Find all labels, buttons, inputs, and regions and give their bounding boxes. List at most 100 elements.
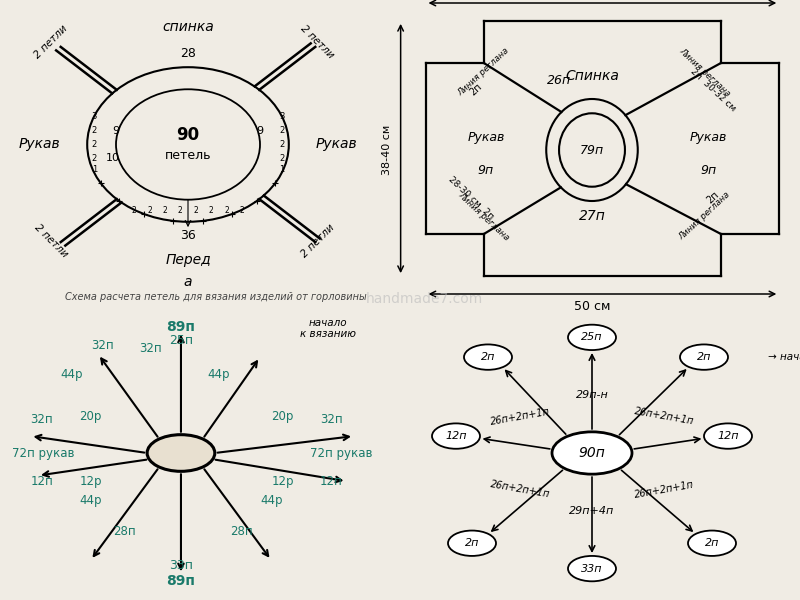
Text: 9п: 9п [478, 164, 494, 178]
Text: 12п: 12п [30, 475, 54, 488]
Text: 9: 9 [113, 125, 120, 136]
Text: а: а [184, 275, 192, 289]
Text: 29п-н: 29п-н [576, 390, 608, 400]
Text: 2 петли: 2 петли [33, 223, 70, 260]
Text: 12п: 12п [718, 431, 738, 441]
Text: 2: 2 [209, 206, 214, 215]
Ellipse shape [432, 424, 480, 449]
Text: 20р: 20р [271, 410, 294, 423]
Text: 12р: 12р [79, 475, 102, 488]
Text: 2 петли: 2 петли [33, 24, 70, 61]
Text: 89п: 89п [166, 574, 195, 589]
Text: 32п: 32п [90, 340, 114, 352]
Text: Линия реглана: Линия реглана [677, 46, 732, 98]
Text: 44р: 44р [79, 494, 102, 508]
Text: 2: 2 [240, 206, 244, 215]
Text: 2: 2 [132, 206, 136, 215]
Ellipse shape [568, 556, 616, 581]
Text: 2: 2 [92, 140, 97, 149]
Text: 20р: 20р [79, 410, 102, 423]
Text: 44р: 44р [61, 368, 83, 380]
Text: 79п: 79п [580, 143, 604, 157]
Ellipse shape [147, 434, 214, 472]
Text: 2: 2 [279, 126, 284, 135]
Ellipse shape [448, 530, 496, 556]
Text: 89п: 89п [166, 320, 195, 334]
Text: 2п: 2п [705, 538, 719, 548]
Text: Рукав: Рукав [18, 137, 61, 151]
Text: Перед: Перед [165, 253, 211, 268]
Text: Схема расчета петель для вязания изделий от горловины: Схема расчета петель для вязания изделий… [65, 292, 367, 302]
Text: 36: 36 [180, 229, 196, 242]
Text: 9п: 9п [701, 164, 717, 178]
Text: петель: петель [165, 149, 211, 162]
Text: Линия реглана: Линия реглана [677, 190, 732, 242]
Text: 1: 1 [279, 165, 284, 174]
Text: handmade7.com: handmade7.com [366, 292, 482, 306]
Text: 2: 2 [92, 126, 97, 135]
Text: спинка: спинка [162, 20, 214, 34]
Text: 33п: 33п [169, 559, 193, 572]
Text: Линия реглана: Линия реглана [457, 46, 511, 98]
Text: 29п+4п: 29п+4п [570, 506, 614, 516]
Text: 44р: 44р [207, 368, 230, 380]
Text: 12п: 12п [320, 475, 342, 488]
Text: Рукав: Рукав [467, 131, 505, 145]
Text: 3: 3 [279, 112, 284, 121]
Ellipse shape [464, 344, 512, 370]
Text: 2: 2 [224, 206, 229, 215]
Text: Рукав: Рукав [690, 131, 727, 145]
Text: 90п: 90п [578, 446, 606, 460]
Text: 32п: 32п [139, 342, 162, 355]
Text: 2: 2 [279, 140, 284, 149]
Text: 90: 90 [177, 126, 199, 144]
Text: 1: 1 [92, 165, 97, 174]
Text: 28п: 28п [114, 526, 136, 538]
Text: 10: 10 [106, 153, 120, 163]
Text: 32п: 32п [30, 413, 53, 425]
Text: 2п: 2п [465, 538, 479, 548]
Text: 25п: 25п [582, 332, 602, 343]
Text: 2: 2 [162, 206, 167, 215]
Ellipse shape [568, 325, 616, 350]
Text: Спинка: Спинка [565, 70, 619, 83]
Text: Линия реглана: Линия реглана [457, 190, 511, 242]
Text: 2п: 2п [481, 352, 495, 362]
Text: 28: 28 [180, 47, 196, 60]
Text: начало
к вязанию: начало к вязанию [299, 317, 355, 339]
Text: 72п рукав: 72п рукав [310, 446, 373, 460]
Text: 9: 9 [256, 125, 263, 136]
Text: 26п: 26п [546, 74, 570, 88]
Text: 2п: 2п [467, 82, 483, 98]
Text: 2: 2 [178, 206, 182, 215]
Text: 12п: 12п [446, 431, 466, 441]
Text: 2п: 2п [705, 190, 721, 206]
Text: 12р: 12р [271, 475, 294, 488]
Text: 32п: 32п [320, 413, 342, 425]
Text: 2: 2 [147, 206, 152, 215]
Text: 38-40 см: 38-40 см [382, 125, 392, 175]
Text: 28-30 см  2п: 28-30 см 2п [447, 175, 496, 221]
Text: 44р: 44р [260, 494, 282, 508]
Text: 2: 2 [194, 206, 198, 215]
Ellipse shape [552, 432, 632, 474]
Text: 28п: 28п [230, 526, 253, 538]
Text: 2: 2 [92, 154, 97, 163]
Text: 2 петли: 2 петли [299, 223, 336, 260]
Text: 27п: 27п [578, 209, 606, 223]
Text: 2 петли: 2 петли [299, 24, 336, 61]
Text: Рукав: Рукав [315, 137, 357, 151]
Text: 26п+2п+1п: 26п+2п+1п [490, 479, 550, 500]
Text: 2п  30-32 см: 2п 30-32 см [688, 67, 737, 113]
Ellipse shape [688, 530, 736, 556]
Text: 50 см: 50 см [574, 300, 610, 313]
Text: → начало вязания: → начало вязания [768, 352, 800, 362]
Text: 26п+2п+1п: 26п+2п+1п [634, 406, 694, 427]
Text: 26п+2п+1п: 26п+2п+1п [490, 406, 550, 427]
Text: 3: 3 [92, 112, 97, 121]
Text: 25п: 25п [169, 334, 193, 347]
Ellipse shape [680, 344, 728, 370]
Text: 33п: 33п [582, 563, 602, 574]
Text: 2п: 2п [697, 352, 711, 362]
Text: 2: 2 [279, 154, 284, 163]
